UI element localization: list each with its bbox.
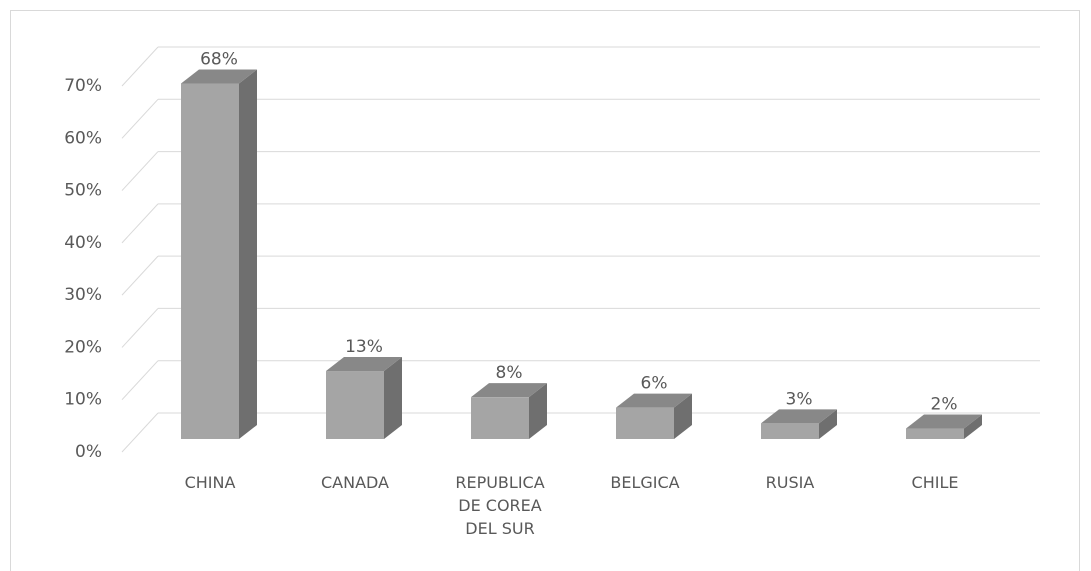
grid-line-side [121, 203, 159, 244]
bar [326, 371, 384, 439]
data-label: 6% [641, 374, 668, 394]
y-tick-label: 0% [75, 442, 102, 462]
y-tick-label: 20% [64, 337, 102, 357]
bar-top [326, 357, 402, 372]
x-tick-label: CANADA [320, 473, 389, 492]
grid-line-side [121, 308, 159, 348]
y-tick-label: 40% [64, 233, 102, 253]
bar-side [674, 393, 692, 439]
bar [181, 83, 239, 439]
x-tick-label: CHINA [184, 473, 236, 492]
data-label: 2% [931, 395, 958, 415]
grid-line-side [121, 46, 159, 87]
x-tick-label: RUSIA [765, 473, 815, 492]
x-tick-label: CHILE [911, 473, 959, 492]
x-tick-label: REPUBLICA DE COREA DEL SUR [455, 473, 545, 538]
bar-top [616, 393, 692, 408]
data-label: 68% [200, 49, 238, 69]
y-tick-label: 70% [64, 76, 102, 96]
bar [616, 407, 674, 439]
bar [471, 397, 529, 439]
bar-side [239, 69, 257, 439]
bar-top [181, 69, 257, 84]
x-tick-label: BELGICA [610, 473, 680, 492]
bar-side [384, 357, 402, 439]
grid-line-side [121, 360, 159, 401]
data-label: 8% [496, 363, 523, 383]
bar-top [471, 383, 547, 398]
data-label: 3% [786, 389, 813, 409]
y-tick-label: 60% [64, 128, 102, 148]
data-label: 13% [345, 337, 383, 357]
bar-side [529, 383, 547, 439]
bar [761, 423, 819, 439]
grid-line-side [121, 151, 159, 191]
bar-side [964, 414, 982, 439]
y-tick-label: 10% [64, 390, 102, 410]
bar-top [761, 409, 837, 424]
bar-side [819, 409, 837, 439]
bar-top [906, 414, 982, 429]
grid-line-side [121, 412, 159, 453]
y-tick-label: 30% [64, 285, 102, 305]
y-tick-label: 50% [64, 181, 102, 201]
grid-line-side [121, 98, 159, 139]
grid-line-side [121, 255, 159, 296]
chart-frame [10, 10, 1080, 571]
bar [906, 428, 964, 439]
